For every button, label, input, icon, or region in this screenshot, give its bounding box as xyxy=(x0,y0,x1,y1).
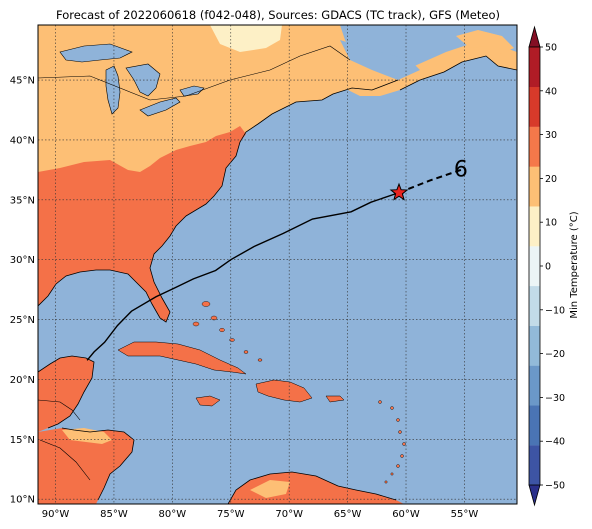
jamaica-land xyxy=(195,395,221,407)
lake-michigan xyxy=(105,65,121,115)
bahamas-islands xyxy=(192,301,263,362)
colorbar-band xyxy=(529,246,540,287)
gridlines xyxy=(38,25,517,504)
colorbar-tick-label: −50 xyxy=(545,481,565,492)
lake-erie xyxy=(139,97,181,117)
lesser-antilles xyxy=(378,400,406,484)
lat-tick-label: 25°N xyxy=(10,315,35,326)
st-lawrence xyxy=(340,40,420,80)
lon-tick-label: 80°W xyxy=(159,509,187,520)
colorbar-band xyxy=(529,86,540,127)
boundaries xyxy=(38,45,351,481)
puerto-rico-land xyxy=(325,395,345,403)
maritimes-land xyxy=(340,44,517,96)
lat-tick-label: 15°N xyxy=(10,435,35,446)
storm-star-marker xyxy=(389,182,409,201)
map-panel: 6 90°W 85°W 80°W 75°W 70°W 65°W 60°W 55°W 10°N1… xyxy=(10,24,518,520)
map-frame xyxy=(37,24,518,505)
south-america-warm-patch xyxy=(250,480,290,498)
colorbar-tick-label: −40 xyxy=(545,437,565,448)
lat-tick-label: 35°N xyxy=(10,195,35,206)
colorbar-ticks: −50 −40 −30 −20 −10 0 10 20 30 40 50 xyxy=(540,43,565,492)
lat-tick-label: 40°N xyxy=(10,135,35,146)
colorbar-band xyxy=(529,285,540,326)
colorbar-extend-max xyxy=(528,25,541,48)
mexico-land xyxy=(38,356,94,432)
colorbar-tick-label: −30 xyxy=(545,393,565,404)
southeast-us-warm xyxy=(38,126,246,322)
lon-tick-label: 85°W xyxy=(100,509,128,520)
colorbar-band xyxy=(529,126,540,167)
lat-tick-label: 45°N xyxy=(10,76,35,87)
colorbar: −50 −40 −30 −20 −10 0 10 20 30 40 50 Min Temperatu… xyxy=(528,25,580,507)
colorbar-tick-label: 40 xyxy=(545,86,557,97)
colorbar-extend-min xyxy=(528,484,541,507)
hispaniola-land xyxy=(255,379,313,403)
track-forecast-line xyxy=(398,168,462,194)
lon-tick-label: 60°W xyxy=(392,509,420,520)
colorbar-tick-label: −20 xyxy=(545,349,565,360)
colorbar-tick-label: 20 xyxy=(545,174,557,185)
colorbar-band xyxy=(529,445,540,486)
cuba-land xyxy=(117,341,247,375)
storm-track: 6 xyxy=(86,158,468,361)
track-observed-line xyxy=(86,191,400,361)
colorbar-band xyxy=(529,365,540,406)
lon-tick-labels: 90°W 85°W 80°W 75°W 70°W 65°W 60°W 55°W xyxy=(42,509,479,520)
lat-tick-labels: 10°N 15°N 20°N 25°N 30°N 35°N 40°N 45°N xyxy=(10,76,35,506)
figure-title: Forecast of 2022060618 (f042-048), Sourc… xyxy=(56,8,500,22)
lat-tick-label: 30°N xyxy=(10,255,35,266)
colorbar-tick-label: −10 xyxy=(545,305,565,316)
lon-tick-label: 90°W xyxy=(42,509,70,520)
lon-tick-label: 75°W xyxy=(217,509,245,520)
colorbar-band xyxy=(529,405,540,446)
central-america-land xyxy=(38,428,134,504)
colorbar-band xyxy=(529,206,540,247)
colorbar-band xyxy=(529,325,540,366)
lake-ontario xyxy=(179,85,205,97)
storm-end-symbol: 6 xyxy=(454,158,468,183)
colorbar-tick-label: 0 xyxy=(545,262,551,273)
colorbar-label: Min Temperature (°C) xyxy=(569,211,580,318)
colorbar-band xyxy=(529,47,540,88)
lon-tick-label: 70°W xyxy=(275,509,303,520)
colorbar-bands xyxy=(528,25,541,507)
colorbar-tick-label: 30 xyxy=(545,130,557,141)
lon-tick-label: 55°W xyxy=(451,509,479,520)
colorbar-tick-label: 50 xyxy=(545,43,557,54)
lat-tick-label: 20°N xyxy=(10,375,35,386)
lat-tick-label: 10°N xyxy=(10,495,35,506)
north-cool-patch-2 xyxy=(236,28,256,40)
newfoundland-land xyxy=(456,30,514,54)
central-america-warm-band xyxy=(62,428,112,444)
lon-tick-label: 65°W xyxy=(334,509,362,520)
colorbar-tick-label: 10 xyxy=(545,218,557,229)
colorbar-band xyxy=(529,166,540,207)
